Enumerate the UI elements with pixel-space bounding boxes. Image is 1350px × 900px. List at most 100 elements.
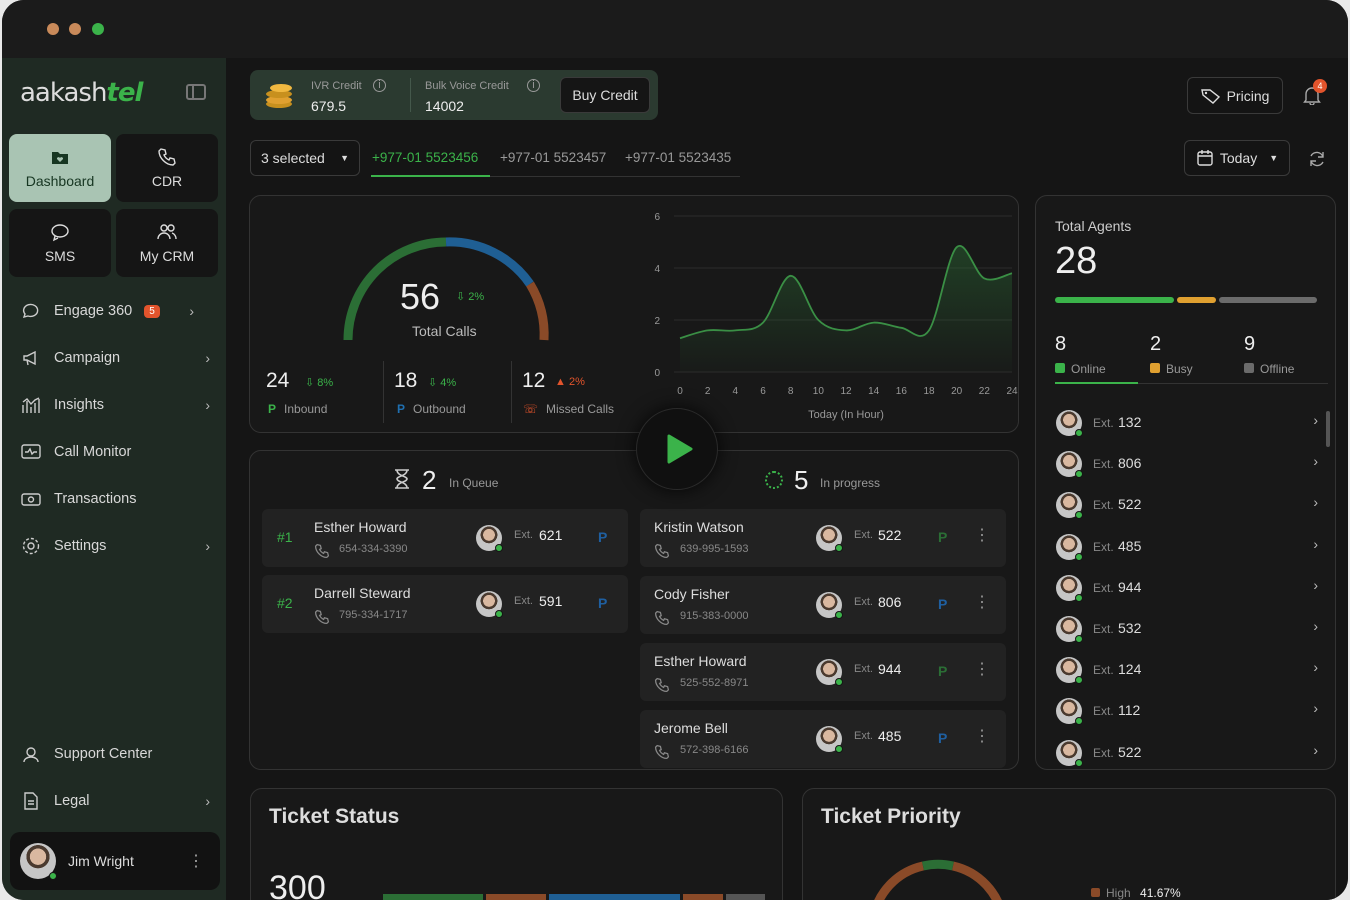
nav-label: Campaign — [54, 350, 121, 366]
heart-folder-icon — [52, 152, 68, 164]
divider — [511, 361, 512, 423]
online-dot — [1075, 429, 1083, 437]
agent-row[interactable]: Ext. 124 › — [1056, 655, 1318, 685]
avatar — [20, 843, 57, 880]
ext-number: 124 — [1118, 661, 1142, 678]
phone-icon — [314, 543, 330, 564]
ext-label: Ext. — [1093, 580, 1114, 595]
minimize-dot[interactable] — [69, 23, 81, 35]
busy-count: 2 — [1150, 333, 1162, 355]
tab-number-2[interactable]: +977-01 5523457 — [500, 150, 607, 165]
pricing-label: Pricing — [1226, 87, 1270, 104]
agent-row[interactable]: Ext. 522 › — [1056, 738, 1318, 767]
scrollbar[interactable] — [1326, 411, 1330, 447]
tab-number-1[interactable]: +977-01 5523456 — [372, 150, 479, 165]
cash-icon — [20, 488, 42, 510]
agent-avatar — [1056, 451, 1083, 479]
tab-number-3[interactable]: +977-01 5523435 — [625, 150, 732, 165]
p-icon: P — [598, 595, 608, 611]
chevron-right-icon: › — [205, 397, 210, 413]
progress-count: 5 — [794, 465, 809, 495]
change-value: 2% — [568, 376, 585, 388]
kebab-menu-icon[interactable]: ⋮ — [188, 853, 204, 870]
status-segment — [683, 894, 723, 900]
agent-row[interactable]: Ext. 522 › — [1056, 490, 1318, 520]
nav-legal[interactable]: Legal › — [20, 787, 210, 815]
phone-icon — [654, 610, 670, 631]
nav-campaign[interactable]: Campaign › — [20, 344, 210, 372]
agent-row[interactable]: Ext. 485 › — [1056, 532, 1318, 561]
ext-number: 522 — [1118, 743, 1142, 760]
refresh-icon[interactable] — [1307, 149, 1327, 174]
number-select-dropdown[interactable]: 3 selected ▼ — [250, 140, 360, 176]
info-icon[interactable]: i — [373, 79, 386, 92]
chat-icon — [20, 300, 42, 322]
kebab-menu-icon[interactable]: ⋮ — [974, 661, 990, 678]
busy-label: Busy — [1166, 362, 1193, 376]
gear-icon — [20, 535, 42, 557]
caller-name: Jerome Bell — [654, 720, 728, 736]
kebab-menu-icon[interactable]: ⋮ — [974, 527, 990, 544]
agent-row[interactable]: Ext. 806 › — [1056, 449, 1318, 479]
nav-label: Insights — [54, 397, 104, 413]
user-profile[interactable]: Jim Wright ⋮ — [10, 832, 220, 890]
nav-transactions[interactable]: Transactions — [20, 485, 210, 513]
agent-row[interactable]: Ext. 112 › — [1056, 696, 1318, 726]
tile-label: SMS — [44, 248, 76, 264]
maximize-dot[interactable] — [92, 23, 104, 35]
agents-title: Total Agents — [1055, 218, 1132, 234]
nav-settings[interactable]: Settings › — [20, 532, 210, 560]
pricing-button[interactable]: Pricing — [1187, 77, 1283, 114]
ivr-credit-value: 679.5 — [311, 98, 347, 114]
nav-insights[interactable]: Insights › — [20, 391, 210, 419]
progress-row[interactable]: Jerome Bell 572-398-6166 Ext. 485 P ⋮ — [640, 710, 1006, 768]
nav-call-monitor[interactable]: Call Monitor — [20, 438, 210, 466]
tile-dashboard[interactable]: Dashboard — [9, 134, 111, 202]
queue-row[interactable]: #1 Esther Howard 654-334-3390 Ext. 621 P — [262, 509, 628, 567]
chevron-right-icon: › — [1313, 618, 1318, 634]
agent-avatar — [816, 592, 843, 619]
missed-label: Missed Calls — [546, 402, 615, 416]
online-dot — [1075, 758, 1083, 767]
sidebar-collapse-icon[interactable] — [186, 84, 206, 100]
kebab-menu-icon[interactable]: ⋮ — [974, 728, 990, 745]
monitor-pulse-icon — [20, 441, 42, 463]
ext-label: Ext. — [1093, 704, 1114, 719]
queue-row[interactable]: #2 Darrell Steward 795-334-1717 Ext. 591 P — [262, 575, 628, 633]
play-button[interactable] — [636, 408, 718, 490]
ext-number: 806 — [1118, 455, 1142, 472]
bell-icon[interactable]: 4 — [1302, 79, 1327, 110]
tile-cdr[interactable]: CDR — [116, 134, 218, 202]
date-range-dropdown[interactable]: Today ▼ — [1184, 140, 1290, 176]
nav-support-center[interactable]: Support Center — [20, 740, 210, 768]
info-icon[interactable]: i — [527, 79, 540, 92]
agent-row[interactable]: Ext. 132 › — [1056, 408, 1318, 437]
kebab-menu-icon[interactable]: ⋮ — [974, 594, 990, 611]
change-value: 4% — [440, 377, 457, 389]
tile-my-crm[interactable]: My CRM — [116, 209, 218, 277]
p-icon: P — [268, 402, 277, 416]
title-bar — [2, 0, 1348, 58]
agent-row[interactable]: Ext. 944 › — [1056, 573, 1318, 602]
progress-row[interactable]: Kristin Watson 639-995-1593 Ext. 522 P ⋮ — [640, 509, 1006, 567]
buy-credit-button[interactable]: Buy Credit — [560, 77, 650, 113]
calendar-icon — [1197, 150, 1213, 166]
agent-row[interactable]: Ext. 532 › — [1056, 614, 1318, 643]
queue-rank: #2 — [277, 595, 293, 611]
progress-row[interactable]: Cody Fisher 915-383-0000 Ext. 806 P ⋮ — [640, 576, 1006, 634]
x-tick-label: 8 — [788, 386, 794, 397]
nav-engage-360[interactable]: Engage 360 5 › — [20, 297, 210, 325]
progress-row[interactable]: Esther Howard 525-552-8971 Ext. 944 P ⋮ — [640, 643, 1006, 701]
ext-number: 112 — [1118, 702, 1141, 719]
ext-label: Ext. — [1093, 457, 1114, 472]
ticket-priority-title: Ticket Priority — [821, 805, 961, 828]
close-dot[interactable] — [47, 23, 59, 35]
online-label: Online — [1071, 362, 1106, 376]
priority-donut — [874, 859, 1002, 900]
tile-sms[interactable]: SMS — [9, 209, 111, 277]
logo: aakashtel — [20, 78, 143, 108]
missed-legend: ☏ Missed Calls — [523, 402, 614, 416]
divider — [383, 361, 384, 423]
nav-label: Legal — [54, 793, 90, 809]
online-dot — [1075, 470, 1083, 479]
